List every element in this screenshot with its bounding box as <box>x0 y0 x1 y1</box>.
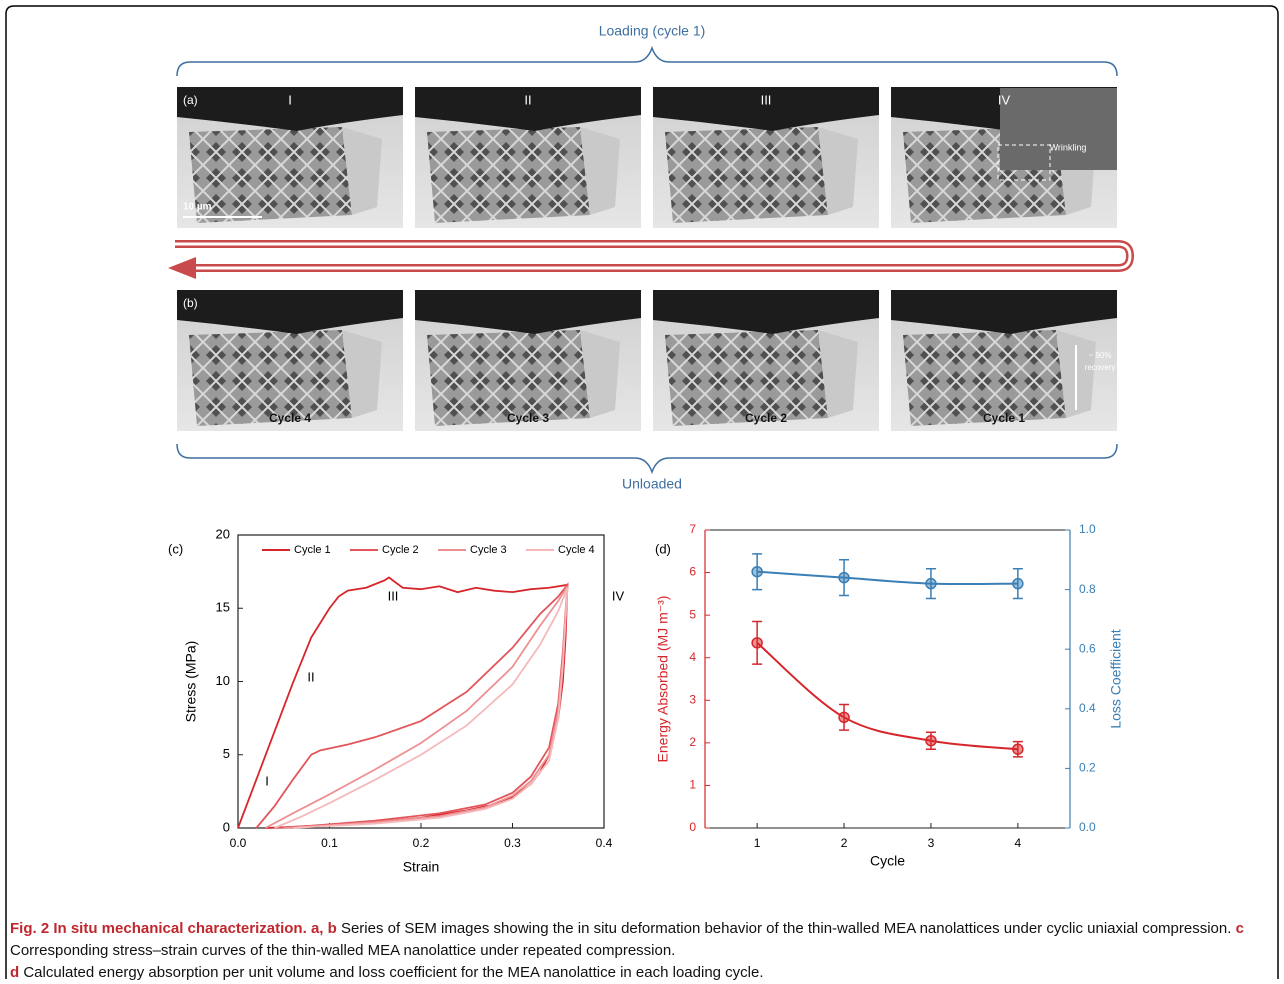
annotation: IV <box>612 588 625 603</box>
marker <box>751 565 763 578</box>
y-axis-label: Stress (MPa) <box>183 641 199 723</box>
y-tick-label: 5 <box>689 607 696 621</box>
marker <box>925 577 937 590</box>
y-tick-label: 15 <box>216 600 230 615</box>
series-line <box>274 587 569 829</box>
marker <box>1012 743 1024 755</box>
stage-label: II <box>524 92 531 107</box>
inset-box <box>997 144 1051 181</box>
y-axis-label: Energy Absorbed (MJ m⁻³) <box>655 596 671 763</box>
y-tick-label: 6 <box>689 565 696 579</box>
caption-paragraph: d Calculated energy absorption per unit … <box>10 962 1278 984</box>
marker <box>838 711 850 724</box>
cycle-label: Cycle 3 <box>507 411 549 425</box>
caption-panel: c <box>1235 920 1244 937</box>
x-tick-label: 2 <box>841 836 848 850</box>
marker <box>1012 577 1024 590</box>
panel-label: (d) <box>655 541 671 556</box>
y-tick-label: 4 <box>689 650 696 664</box>
series-line <box>756 642 1018 751</box>
y2-tick-label: 0.4 <box>1079 701 1096 715</box>
panel-label: (a) <box>183 93 198 107</box>
sem-image <box>653 87 879 228</box>
marker <box>925 734 937 747</box>
caption: Fig. 2 In situ mechanical characterizati… <box>10 918 1278 984</box>
y2-tick-label: 0.2 <box>1079 761 1096 775</box>
legend-label: Cycle 1 <box>294 544 331 556</box>
inset <box>1000 88 1117 170</box>
cycle-label: Cycle 4 <box>269 411 311 425</box>
y2-axis-label: Loss Coefficient <box>1108 629 1124 728</box>
inset-label: Wrinkling <box>1050 142 1087 152</box>
loading-label: Loading (cycle 1) <box>599 23 706 39</box>
y-tick-label: 20 <box>216 526 230 541</box>
x-tick-label: 0.4 <box>596 836 613 850</box>
cycle-label: Cycle 2 <box>745 411 787 425</box>
legend-label: Cycle 2 <box>382 544 419 556</box>
panel-label: (b) <box>183 296 198 310</box>
sem-row-b: (b) ~ 90% recovery <box>177 290 1117 431</box>
x-axis-label: Cycle <box>870 853 905 869</box>
marker <box>751 637 763 649</box>
unloaded-label: Unloaded <box>622 476 682 492</box>
annotation: II <box>307 669 314 684</box>
caption-title: Fig. 2 In situ mechanical characterizati… <box>10 920 307 937</box>
x-tick-label: 1 <box>754 836 761 850</box>
stage-label: III <box>761 92 772 107</box>
caption-panel: d <box>10 964 20 981</box>
recovery-label: ~ 90% <box>1089 351 1112 360</box>
y-tick-label: 1 <box>689 778 696 792</box>
sem-image <box>177 290 403 431</box>
caption-text: Series of SEM images showing the in situ… <box>340 920 1232 937</box>
y-tick-label: 2 <box>689 735 696 749</box>
stage-label: I <box>288 92 292 107</box>
x-tick-label: 0.2 <box>413 836 430 850</box>
brace <box>176 443 1118 475</box>
annotation: III <box>388 588 399 603</box>
caption-panel: a, b <box>310 920 337 937</box>
caption-paragraph: Fig. 2 In situ mechanical characterizati… <box>10 918 1278 962</box>
annotation: I <box>265 773 269 788</box>
y2-tick-label: 1.0 <box>1079 522 1096 536</box>
y-tick-label: 10 <box>216 673 230 688</box>
legend-label: Cycle 3 <box>470 544 507 556</box>
x-tick-label: 3 <box>928 836 935 850</box>
series-line <box>757 570 1018 586</box>
legend-label: Cycle 4 <box>558 544 595 556</box>
sem-image <box>415 87 641 228</box>
caption-text: Calculated energy absorption per unit vo… <box>23 964 764 981</box>
y2-tick-label: 0.0 <box>1079 820 1096 834</box>
cycle-arrow <box>168 240 1135 279</box>
cycle-label: Cycle 1 <box>983 411 1025 425</box>
y-tick-label: 3 <box>689 692 696 706</box>
y-tick-label: 0 <box>223 819 230 834</box>
y-tick-label: 0 <box>689 820 696 834</box>
stage-label: IV <box>998 92 1011 107</box>
sem-image <box>891 290 1117 431</box>
y2-tick-label: 0.6 <box>1079 641 1096 655</box>
marker <box>838 571 850 584</box>
sem-image <box>415 290 641 431</box>
brace <box>176 45 1118 77</box>
y-tick-label: 7 <box>689 522 696 536</box>
x-tick-label: 0.0 <box>230 836 247 850</box>
x-tick-label: 0.1 <box>321 836 338 850</box>
panel-label: (c) <box>168 541 183 556</box>
sem-row-a: (a) 10 µm Wrinkling <box>177 87 1117 228</box>
sem-image <box>653 290 879 431</box>
series-line <box>255 581 569 829</box>
frame <box>5 5 1279 979</box>
x-tick-label: 0.3 <box>504 836 521 850</box>
scale-label: 10 µm <box>183 202 212 213</box>
x-tick-label: 4 <box>1015 836 1022 850</box>
x-axis-label: Strain <box>403 859 440 875</box>
caption-text: Corresponding stress–strain curves of th… <box>10 942 676 959</box>
y-tick-label: 5 <box>223 746 230 761</box>
recovery-label: recovery <box>1085 363 1116 372</box>
y2-tick-label: 0.8 <box>1079 582 1096 596</box>
